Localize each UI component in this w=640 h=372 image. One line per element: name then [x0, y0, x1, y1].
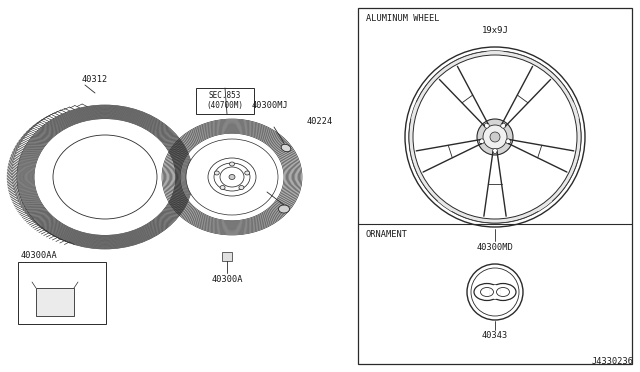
Circle shape: [490, 132, 500, 142]
Text: J4330236: J4330236: [592, 357, 634, 366]
Circle shape: [506, 139, 511, 144]
Bar: [18, 262, 106, 324]
Ellipse shape: [278, 205, 289, 213]
Ellipse shape: [239, 186, 244, 189]
Bar: [358, 8, 632, 364]
Circle shape: [483, 125, 507, 149]
Text: 40300MJ: 40300MJ: [252, 100, 289, 109]
Text: 40300MD: 40300MD: [477, 243, 513, 251]
Text: 40224: 40224: [307, 116, 333, 125]
Bar: [196, 88, 254, 114]
Ellipse shape: [186, 139, 278, 215]
Text: 40300A: 40300A: [211, 275, 243, 283]
Bar: [36, 288, 74, 316]
Ellipse shape: [214, 171, 220, 175]
Ellipse shape: [220, 186, 225, 189]
Circle shape: [479, 139, 484, 144]
Text: ORNAMENT: ORNAMENT: [366, 230, 408, 239]
Circle shape: [500, 123, 506, 128]
Text: ALUMINUM WHEEL: ALUMINUM WHEEL: [366, 14, 440, 23]
Text: 19x9J: 19x9J: [481, 26, 508, 35]
Text: 40343: 40343: [482, 331, 508, 340]
Circle shape: [409, 51, 581, 223]
Circle shape: [413, 55, 577, 219]
Text: (40700M): (40700M): [207, 100, 243, 109]
Bar: [222, 252, 232, 261]
Circle shape: [484, 123, 489, 128]
Text: 40312: 40312: [82, 74, 108, 83]
Ellipse shape: [53, 135, 157, 219]
Circle shape: [493, 148, 497, 154]
Ellipse shape: [281, 144, 291, 152]
Ellipse shape: [489, 285, 501, 299]
Text: SEC.853: SEC.853: [209, 90, 241, 99]
Circle shape: [477, 119, 513, 155]
Circle shape: [467, 264, 523, 320]
Ellipse shape: [230, 162, 234, 166]
Ellipse shape: [229, 174, 235, 180]
Ellipse shape: [244, 171, 250, 175]
Text: 40300AA: 40300AA: [21, 251, 58, 260]
